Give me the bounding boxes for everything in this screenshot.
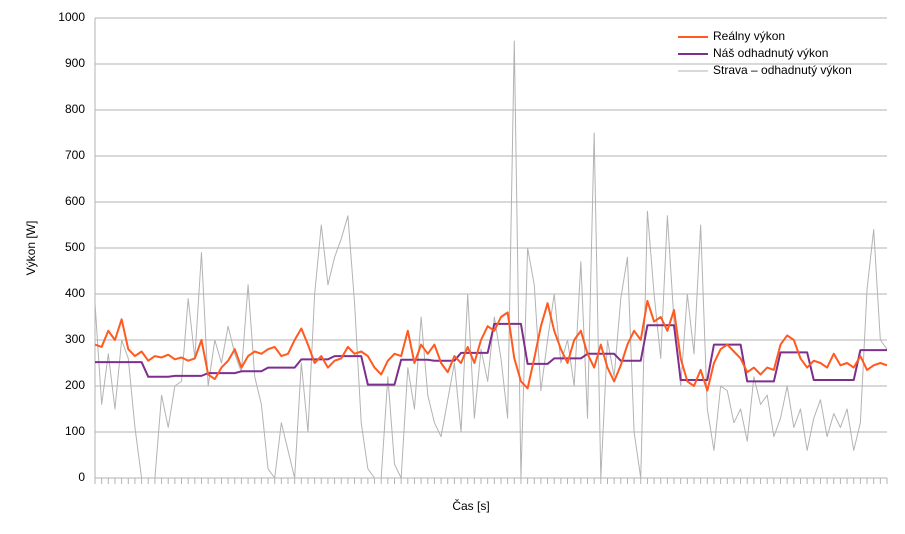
legend-label: Náš odhadnutý výkon <box>713 46 828 60</box>
y-tick-label: 700 <box>65 148 85 162</box>
series-line <box>95 322 887 386</box>
x-axis-label: Čas [s] <box>452 498 489 513</box>
y-tick-label: 200 <box>65 378 85 392</box>
y-tick-label: 900 <box>65 56 85 70</box>
y-tick-label: 600 <box>65 194 85 208</box>
series-line <box>94 299 888 392</box>
y-tick-label: 0 <box>78 470 85 484</box>
y-tick-label: 1000 <box>58 10 85 24</box>
y-tick-label: 500 <box>65 240 85 254</box>
legend-label: Reálny výkon <box>713 29 785 43</box>
legend-label: Strava – odhadnutý výkon <box>713 63 852 77</box>
y-tick-label: 400 <box>65 286 85 300</box>
series-line <box>94 40 888 479</box>
y-tick-label: 800 <box>65 102 85 116</box>
y-tick-label: 100 <box>65 424 85 438</box>
y-tick-label: 300 <box>65 332 85 346</box>
y-axis-label: Výkon [W] <box>24 221 38 276</box>
